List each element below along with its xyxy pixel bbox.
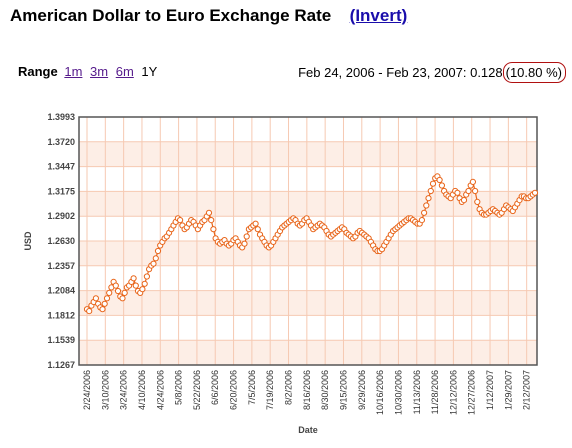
- data-point: [106, 289, 113, 296]
- range-option-current: 1Y: [141, 64, 158, 79]
- data-point: [154, 247, 162, 255]
- x-tick-label: 6/6/2006: [210, 370, 220, 405]
- data-point: [177, 217, 184, 224]
- y-tick-label: 1.2630: [47, 236, 75, 246]
- data-point: [141, 280, 148, 287]
- x-tick-label: 5/22/2006: [192, 370, 202, 410]
- data-point: [243, 233, 250, 240]
- y-tick-label: 1.3447: [47, 162, 75, 172]
- exchange-rate-chart: 1.3993 1.3720 1.3447 1.3175 1.2902 1.2630 1.23…: [23, 112, 539, 435]
- data-point: [114, 287, 122, 295]
- x-tick-label: 4/24/2006: [155, 370, 165, 410]
- range-label: Range: [18, 64, 58, 79]
- y-tick-label: 1.1267: [47, 360, 75, 370]
- data-point: [429, 180, 437, 187]
- data-point: [208, 217, 215, 224]
- data-point: [103, 295, 111, 302]
- plot-band: [79, 141, 537, 167]
- data-point: [132, 282, 139, 289]
- y-tick-label: 1.3720: [47, 137, 75, 147]
- x-tick-label: 6/20/2006: [229, 370, 239, 410]
- x-tick-label: 12/12/2006: [448, 370, 458, 415]
- data-point: [460, 197, 468, 204]
- data-point: [143, 273, 150, 280]
- x-tick-label: 10/16/2006: [375, 370, 385, 415]
- data-point: [112, 282, 119, 289]
- data-point: [436, 176, 443, 184]
- data-point: [254, 226, 261, 233]
- y-tick-label: 1.3993: [47, 112, 75, 122]
- data-point: [252, 220, 259, 227]
- x-tick-label: 9/15/2006: [338, 370, 348, 410]
- y-tick-label: 1.2084: [47, 286, 75, 296]
- data-point: [150, 260, 157, 267]
- data-point: [425, 195, 432, 202]
- x-tick-label: 1/12/2007: [485, 370, 495, 410]
- data-point: [474, 198, 481, 206]
- y-tick-label: 1.2902: [47, 211, 75, 221]
- x-axis-label: Date: [298, 425, 318, 435]
- x-tick-label: 2/24/2006: [82, 370, 92, 410]
- plot-band: [79, 290, 537, 316]
- y-tick-label: 1.1812: [47, 310, 75, 320]
- data-point: [465, 187, 472, 195]
- y-tick-label: 1.3175: [47, 186, 75, 196]
- y-tick-label: 1.1539: [47, 335, 75, 345]
- x-tick-label: 10/30/2006: [393, 370, 403, 415]
- x-tick-label: 4/10/2006: [137, 370, 147, 410]
- summary-text: Feb 24, 2006 - Feb 23, 2007: 0.128: [298, 65, 503, 80]
- date-range-summary: Feb 24, 2006 - Feb 23, 2007: 0.128 (10.80…: [298, 62, 566, 83]
- data-point: [99, 306, 106, 313]
- data-point: [241, 240, 248, 247]
- plot-frame: [78, 116, 538, 366]
- x-tick-label: 7/19/2006: [265, 370, 275, 410]
- data-point: [427, 187, 434, 195]
- title-row: American Dollar to Euro Exchange Rate (I…: [10, 6, 407, 26]
- x-tick-label: 8/2/2006: [284, 370, 294, 405]
- range-selector: Range 1m 3m 6m 1Y: [18, 64, 157, 79]
- data-point: [454, 189, 461, 196]
- data-point: [472, 187, 479, 195]
- data-point: [418, 217, 425, 224]
- data-point: [121, 289, 128, 296]
- y-axis-label: USD: [23, 231, 33, 251]
- data-point: [210, 226, 217, 233]
- data-point: [531, 189, 539, 196]
- invert-link[interactable]: (Invert): [349, 6, 408, 25]
- x-tick-label: 11/28/2006: [430, 370, 440, 414]
- plot-band: [79, 340, 537, 365]
- data-point: [92, 295, 100, 302]
- page-title: American Dollar to Euro Exchange Rate: [10, 6, 332, 25]
- percent-change-badge: (10.80 %): [502, 62, 566, 83]
- x-tick-label: 11/13/2006: [412, 370, 422, 414]
- data-point: [139, 286, 146, 293]
- range-option-3m[interactable]: 3m: [90, 64, 109, 79]
- plot-band: [79, 241, 537, 266]
- data-point: [119, 295, 126, 302]
- x-tick-label: 7/5/2006: [247, 370, 257, 405]
- range-option-6m[interactable]: 6m: [115, 64, 134, 79]
- data-point: [152, 255, 159, 262]
- data-point: [423, 202, 430, 209]
- data-point: [438, 182, 445, 189]
- x-tick-label: 2/12/2007: [522, 370, 532, 410]
- data-point: [101, 300, 108, 307]
- y-tick-label: 1.2357: [47, 261, 75, 271]
- data-point: [130, 275, 137, 282]
- data-point: [86, 308, 93, 315]
- x-tick-label: 9/29/2006: [357, 370, 367, 410]
- data-point: [469, 178, 476, 186]
- x-tick-label: 3/24/2006: [119, 370, 129, 410]
- x-tick-label: 5/8/2006: [174, 370, 184, 405]
- range-option-1m[interactable]: 1m: [64, 64, 83, 79]
- x-tick-label: 12/27/2006: [467, 370, 477, 415]
- x-tick-label: 8/30/2006: [320, 370, 330, 410]
- data-point: [421, 209, 428, 216]
- x-tick-label: 1/29/2007: [503, 370, 513, 410]
- x-tick-label: 8/16/2006: [302, 370, 312, 410]
- data-point: [205, 209, 213, 216]
- x-tick-label: 3/10/2006: [100, 370, 110, 410]
